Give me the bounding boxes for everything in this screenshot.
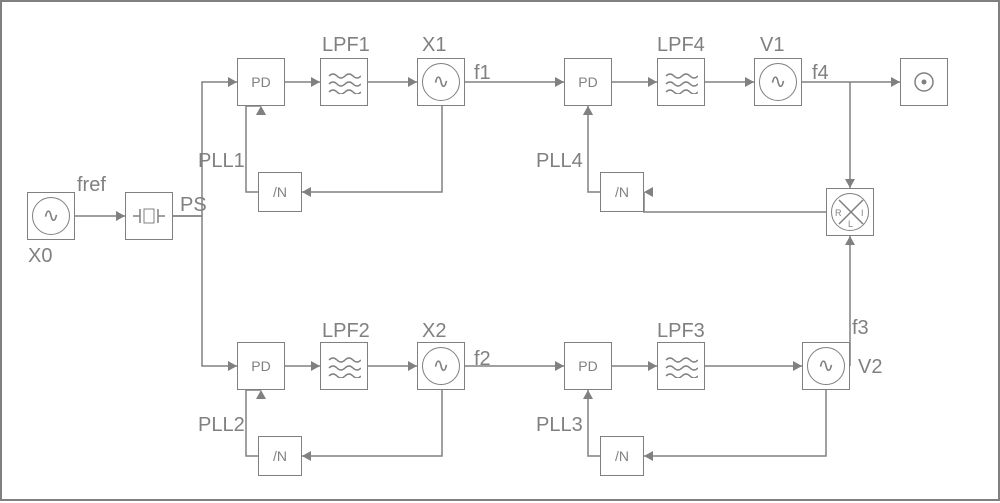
phase-detector-4: PD [564, 58, 612, 106]
oscillator-X0: ∿ [27, 192, 75, 240]
phase-detector-3: PD [564, 342, 612, 390]
label-LPF1: LPF1 [322, 34, 370, 57]
lpf-icon [327, 354, 361, 378]
label-f1: f1 [474, 62, 491, 85]
label-f3: f3 [852, 317, 869, 340]
divider-N2: /N [258, 436, 302, 476]
phase-detector-1: PD [237, 58, 285, 106]
lpf-icon [664, 70, 698, 94]
vco-V2: ∿ [802, 342, 850, 390]
power-splitter-PS [125, 192, 173, 240]
sine-glyph: ∿ [43, 206, 60, 226]
divider-N1: /N [258, 172, 302, 212]
label-X2: X2 [422, 320, 446, 343]
label-PLL3: PLL3 [536, 414, 583, 437]
lowpass-filter-4 [657, 58, 705, 106]
label-LPF2: LPF2 [322, 320, 370, 343]
label-PLL4: PLL4 [536, 150, 583, 173]
lpf-icon [327, 70, 361, 94]
diagram-canvas: ∿ PD ∿ /N PD ∿ [0, 0, 1000, 501]
wiring-layer [2, 2, 1000, 503]
label-X0: X0 [28, 245, 52, 268]
label-X1: X1 [422, 34, 446, 57]
label-LPF3: LPF3 [657, 320, 705, 343]
vco-V1: ∿ [754, 58, 802, 106]
lowpass-filter-1 [320, 58, 368, 106]
label-LPF4: LPF4 [657, 34, 705, 57]
mixer-port-L: L [848, 219, 853, 229]
mixer-port-I: I [861, 208, 864, 218]
label-f2: f2 [474, 348, 491, 371]
coax-icon [912, 70, 936, 94]
crystal-icon [131, 206, 167, 226]
label-fref: fref [77, 174, 106, 197]
label-f4: f4 [812, 62, 829, 85]
lowpass-filter-3 [657, 342, 705, 390]
label-PLL2: PLL2 [198, 414, 245, 437]
label-PS: PS [180, 194, 207, 217]
oscillator-X1: ∿ [417, 58, 465, 106]
phase-detector-2: PD [237, 342, 285, 390]
lpf-icon [664, 354, 698, 378]
label-V2: V2 [858, 356, 882, 379]
output-port [900, 58, 948, 106]
divider-N4: /N [600, 172, 644, 212]
label-V1: V1 [760, 34, 784, 57]
label-PLL1: PLL1 [198, 150, 245, 173]
oscillator-X2: ∿ [417, 342, 465, 390]
mixer-port-R: R [835, 208, 842, 218]
divider-N3: /N [600, 436, 644, 476]
lowpass-filter-2 [320, 342, 368, 390]
mixer: R L I [826, 188, 874, 236]
